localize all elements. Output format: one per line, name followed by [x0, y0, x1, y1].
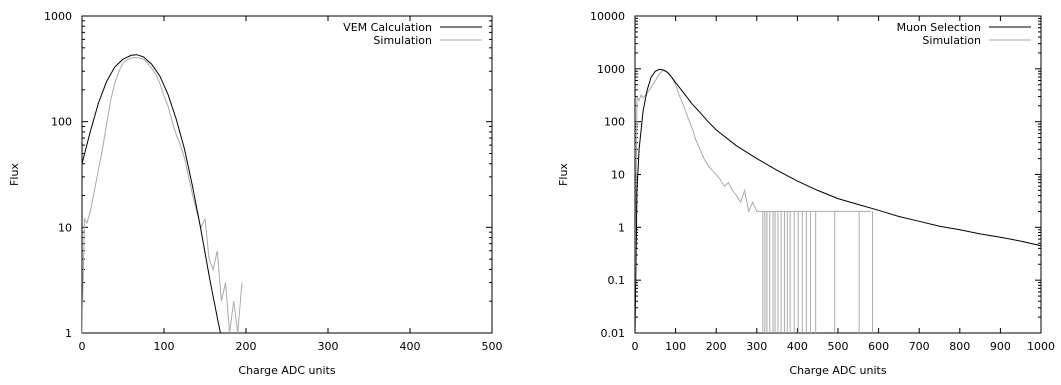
legend-label: Simulation — [373, 34, 432, 47]
y-tick-label: 10 — [58, 221, 72, 234]
x-tick-label: 200 — [706, 340, 727, 353]
y-tick-label: 1 — [65, 327, 72, 340]
y-axis-label: Flux — [557, 163, 570, 186]
left-chart: 0 100 200 300 400 500 1 10 100 1000 Charge ADC uni… — [8, 10, 503, 377]
x-tick-label: 900 — [990, 340, 1011, 353]
x-tick-label: 100 — [154, 340, 175, 353]
x-tick-label: 700 — [909, 340, 930, 353]
y-tick-label: 100 — [604, 116, 625, 129]
plot-frame — [634, 15, 1042, 334]
x-tick-label: 200 — [236, 340, 257, 353]
y-tick-label: 0.01 — [601, 327, 626, 340]
x-axis-label: Charge ADC units — [789, 364, 886, 377]
legend-label: VEM Calculation — [343, 21, 432, 34]
y-tick-label: 1000 — [597, 63, 625, 76]
x-tick-label: 400 — [787, 340, 808, 353]
x-tick-label: 0 — [79, 340, 86, 353]
x-tick-label: 100 — [665, 340, 686, 353]
y-tick-label: 100 — [51, 116, 72, 129]
x-tick-label: 800 — [949, 340, 970, 353]
x-tick-label: 1000 — [1027, 340, 1055, 353]
x-axis-label: Charge ADC units — [238, 364, 335, 377]
x-tick-label: 600 — [868, 340, 889, 353]
y-tick-label: 1 — [618, 221, 625, 234]
x-tick-label: 300 — [318, 340, 339, 353]
legend-label: Simulation — [922, 34, 981, 47]
x-tick-label: 300 — [746, 340, 767, 353]
series-line-vem-calculation — [82, 54, 221, 333]
legend-label: Muon Selection — [897, 21, 981, 34]
x-tick-label: 500 — [482, 340, 503, 353]
plot-frame — [81, 15, 493, 334]
y-tick-label: 0.1 — [608, 274, 626, 287]
right-chart: 0 100 200 300 400 500 600 700 800 900 1000 0.01 0.1 1… — [557, 10, 1055, 377]
y-tick-label: 1000 — [44, 10, 72, 23]
y-tick-label: 10 — [611, 169, 625, 182]
x-tick-label: 0 — [632, 340, 639, 353]
x-tick-label: 500 — [828, 340, 849, 353]
y-axis-label: Flux — [8, 163, 21, 186]
series-line-simulation — [635, 69, 871, 318]
x-tick-label: 400 — [400, 340, 421, 353]
series-line-muon-selection — [635, 68, 1041, 333]
y-tick-label: 10000 — [590, 10, 625, 23]
series-line-simulation — [82, 56, 243, 333]
